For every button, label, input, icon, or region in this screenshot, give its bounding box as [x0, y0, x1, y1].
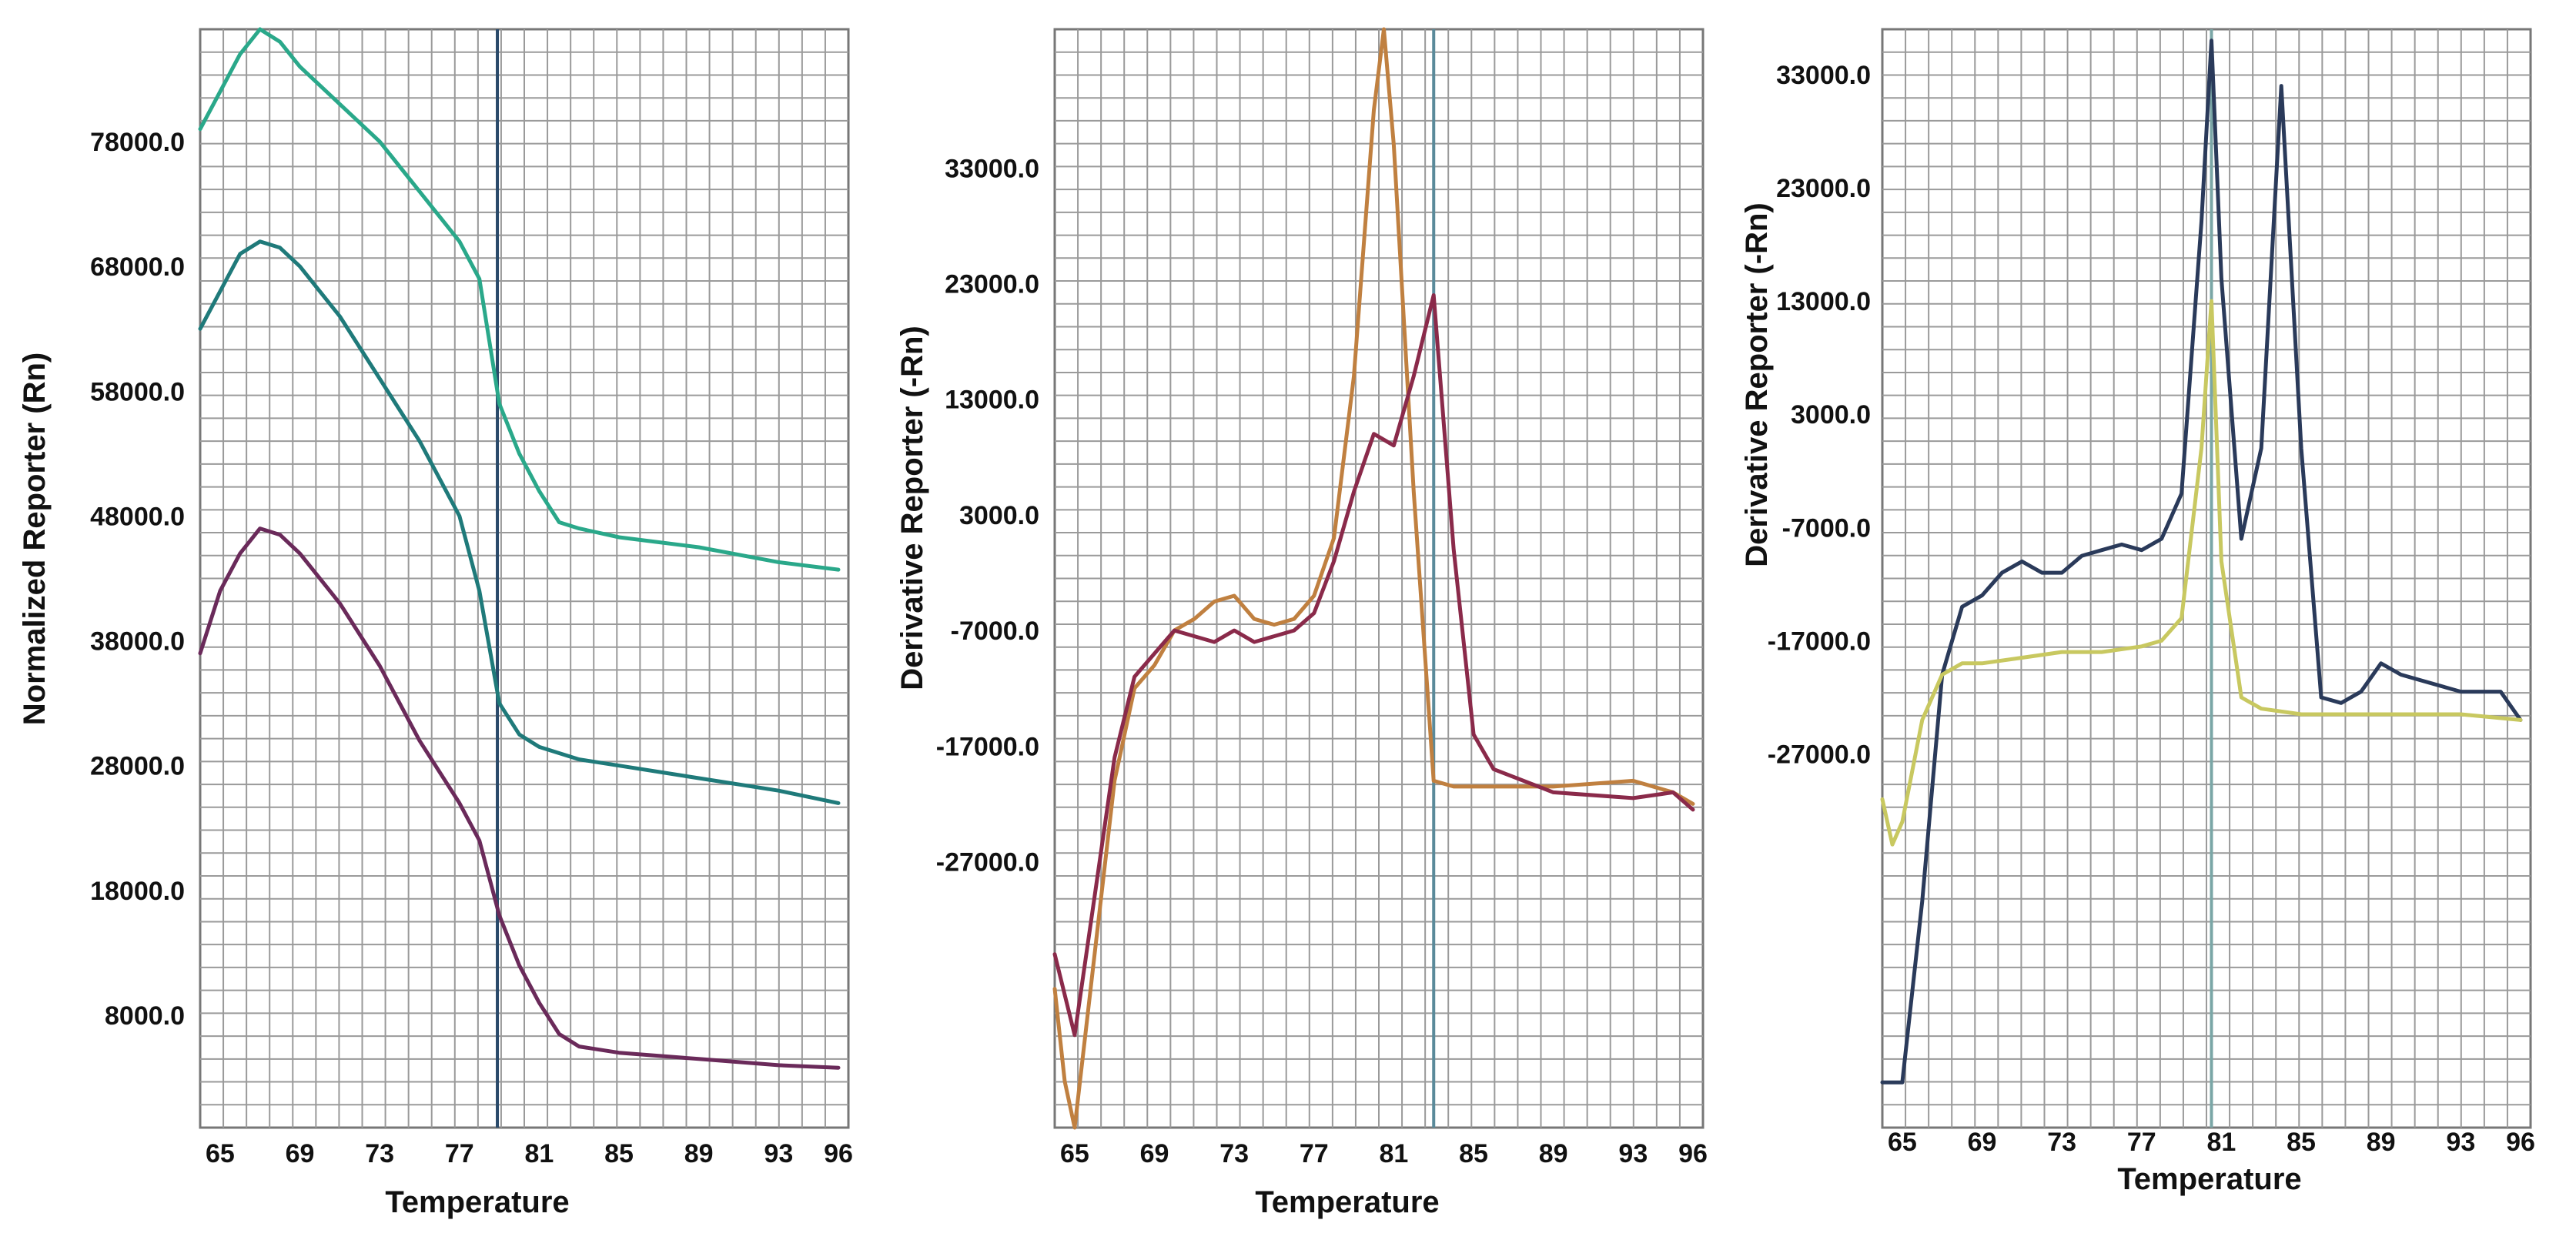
- y-tick-labels-2: -27000.0 -17000.0 -7000.0 3000.0 13000.0 2300…: [936, 154, 1039, 877]
- x-tick-label: 77: [1300, 1139, 1329, 1168]
- y-tick-label: -27000.0: [1768, 740, 1871, 770]
- x-tick-label: 69: [1140, 1139, 1169, 1168]
- series-line-1: [1052, 27, 1695, 1130]
- x-tick-label: 89: [684, 1139, 714, 1168]
- y-tick-label: 13000.0: [945, 386, 1039, 415]
- y-tick-label: -7000.0: [951, 617, 1039, 646]
- y-axis-title-2: Derivative Reporter (-Rn): [895, 326, 929, 690]
- grid-1: [200, 29, 848, 1128]
- x-tick-label: 73: [365, 1139, 394, 1168]
- x-tick-label: 81: [1380, 1139, 1409, 1168]
- y-tick-label: -17000.0: [936, 732, 1039, 761]
- x-tick-label: 89: [2367, 1128, 2396, 1157]
- x-axis-title-2: Temperature: [1255, 1185, 1439, 1219]
- series-line-2: [1052, 293, 1695, 1038]
- panel-2: -27000.0 -17000.0 -7000.0 3000.0 13000.0 2300…: [895, 27, 1708, 1219]
- y-tick-label: 58000.0: [90, 377, 185, 406]
- x-tick-label: 69: [1968, 1128, 1997, 1157]
- y-tick-label: 28000.0: [90, 752, 185, 781]
- x-tick-label: 96: [2506, 1128, 2535, 1157]
- series-line-2: [1880, 299, 2523, 847]
- grid-2: [1055, 29, 1703, 1128]
- x-tick-label: 69: [286, 1139, 315, 1168]
- x-tick-labels-1: 65 69 73 77 81 85 89 93 96: [206, 1139, 853, 1168]
- y-tick-label: -27000.0: [936, 848, 1039, 877]
- y-tick-label: -7000.0: [1782, 513, 1871, 543]
- x-tick-labels-2: 65 69 73 77 81 85 89 93 96: [1060, 1139, 1708, 1168]
- x-tick-label: 65: [206, 1139, 235, 1168]
- series-group-1: [198, 27, 841, 1070]
- x-tick-label: 89: [1539, 1139, 1568, 1168]
- x-tick-label: 81: [2207, 1128, 2236, 1157]
- x-tick-label: 96: [824, 1139, 853, 1168]
- x-tick-label: 85: [2287, 1128, 2316, 1157]
- series-group-2: [1052, 27, 1695, 1130]
- y-tick-label: 33000.0: [945, 154, 1039, 183]
- y-tick-labels-1: 8000.0 18000.0 28000.0 38000.0 48000.0 58000.…: [90, 128, 185, 1031]
- y-tick-label: 13000.0: [1776, 287, 1871, 316]
- x-tick-label: 77: [445, 1139, 474, 1168]
- x-tick-label: 85: [1459, 1139, 1488, 1168]
- x-tick-label: 93: [1618, 1139, 1648, 1168]
- x-tick-labels-3: 65 69 73 77 81 85 89 93 96: [1888, 1128, 2535, 1157]
- x-tick-label: 93: [2446, 1128, 2475, 1157]
- x-tick-label: 85: [604, 1139, 634, 1168]
- y-tick-label: 33000.0: [1776, 61, 1871, 90]
- x-tick-label: 81: [525, 1139, 554, 1168]
- panel-1: 8000.0 18000.0 28000.0 38000.0 48000.0 58000.…: [18, 27, 853, 1219]
- x-tick-label: 93: [764, 1139, 793, 1168]
- y-tick-label: 3000.0: [959, 501, 1039, 530]
- series-line-2: [198, 239, 841, 805]
- y-tick-label: 8000.0: [105, 1001, 185, 1031]
- x-tick-label: 65: [1060, 1139, 1089, 1168]
- x-tick-label: 77: [2127, 1128, 2156, 1157]
- x-tick-label: 65: [1888, 1128, 1917, 1157]
- y-tick-label: 68000.0: [90, 252, 185, 282]
- y-tick-labels-3: -27000.0 -17000.0 -7000.0 3000.0 13000.0 2300…: [1768, 61, 1871, 770]
- series-line-3: [198, 526, 841, 1070]
- y-axis-title-3: Derivative Reporter (-Rn): [1740, 202, 1774, 567]
- series-line-1: [198, 27, 841, 572]
- panel-3: -27000.0 -17000.0 -7000.0 3000.0 13000.0 2300…: [1740, 28, 2535, 1196]
- y-tick-label: 23000.0: [1776, 174, 1871, 203]
- x-tick-label: 73: [1219, 1139, 1249, 1168]
- y-tick-label: 3000.0: [1791, 400, 1871, 429]
- x-tick-label: 73: [2047, 1128, 2076, 1157]
- y-tick-label: 78000.0: [90, 128, 185, 157]
- x-axis-title-1: Temperature: [385, 1185, 569, 1219]
- x-axis-title-3: Temperature: [2117, 1162, 2301, 1196]
- y-tick-label: 38000.0: [90, 627, 185, 657]
- y-tick-label: 18000.0: [90, 877, 185, 906]
- y-axis-title-1: Normalized Reporter (Rn): [18, 353, 52, 726]
- y-tick-label: 23000.0: [945, 269, 1039, 299]
- y-tick-label: -17000.0: [1768, 627, 1871, 656]
- series-group-3: [1880, 38, 2523, 1085]
- y-tick-label: 48000.0: [90, 502, 185, 531]
- x-tick-label: 96: [1678, 1139, 1708, 1168]
- series-line-1: [1880, 38, 2523, 1085]
